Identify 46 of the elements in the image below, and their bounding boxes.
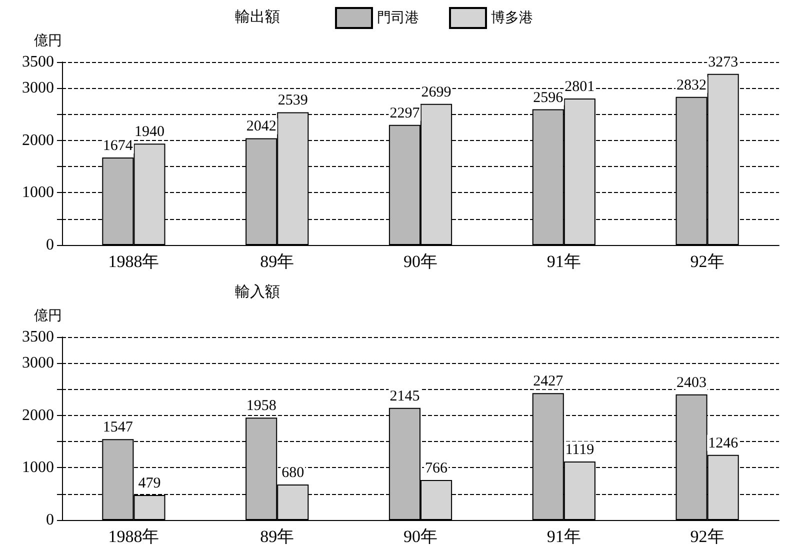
y-tick-label: 3500 — [22, 54, 54, 70]
data-label: 2427 — [533, 374, 564, 390]
data-label: 1246 — [708, 435, 739, 452]
data-label: 2539 — [278, 92, 308, 109]
y-tick-label: 2000 — [22, 132, 54, 149]
data-label: 1547 — [102, 420, 134, 436]
x-tick-label: 91年 — [546, 527, 581, 546]
x-tick-label: 90年 — [404, 527, 438, 546]
y-tick-label: 3500 — [22, 328, 54, 346]
x-tick-label: 92年 — [690, 252, 724, 271]
data-label: 2042 — [246, 118, 276, 135]
legend-label: 門司港 — [377, 10, 419, 26]
data-label: 3273 — [708, 54, 738, 70]
chart-title: 輸出額 — [235, 8, 280, 26]
y-tick-label: 3000 — [22, 354, 54, 372]
data-label: 1940 — [134, 124, 164, 140]
y-tick-label: 1000 — [22, 459, 54, 476]
y-tick-label: 0 — [46, 236, 54, 254]
y-tick-label: 1000 — [22, 184, 54, 202]
x-tick-label: 89年 — [260, 252, 294, 271]
data-label: 2801 — [564, 79, 595, 96]
data-label: 1674 — [102, 138, 134, 154]
y-tick-label: 3000 — [22, 80, 54, 97]
y-tick-label: 2000 — [22, 406, 54, 424]
y-axis-title: 億円 — [34, 33, 62, 49]
data-label: 2145 — [390, 388, 420, 404]
chart-title: 輸入額 — [235, 282, 280, 300]
data-label: 766 — [425, 460, 448, 476]
data-label: 1958 — [246, 398, 276, 414]
x-tick-label: 92年 — [690, 527, 724, 546]
data-label: 2403 — [676, 374, 707, 391]
y-tick-label: 0 — [46, 512, 54, 528]
data-label: 2596 — [533, 90, 564, 106]
x-tick-label: 89年 — [260, 527, 294, 546]
data-label: 1119 — [565, 442, 594, 458]
y-axis-title: 億円 — [34, 308, 62, 324]
data-label: 2699 — [421, 84, 452, 100]
x-tick-label: 1988年 — [108, 252, 160, 271]
x-tick-label: 90年 — [404, 252, 438, 271]
data-label: 680 — [282, 464, 304, 481]
x-tick-label: 91年 — [546, 252, 581, 271]
data-label: 2297 — [390, 105, 420, 122]
data-label: 2832 — [676, 77, 707, 94]
x-tick-label: 1988年 — [108, 527, 160, 546]
data-label: 479 — [138, 475, 161, 492]
legend-label: 博多港 — [491, 10, 533, 26]
